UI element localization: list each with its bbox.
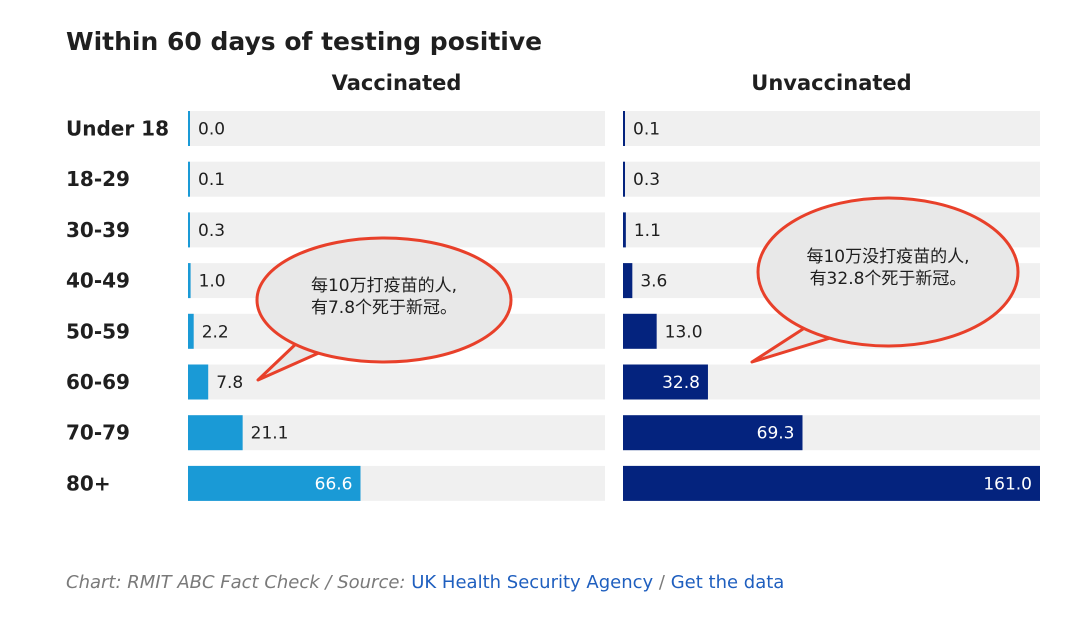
bar: [623, 313, 657, 349]
data-label: 1.1: [634, 221, 661, 241]
background-bar: [623, 161, 1040, 197]
data-label: 0.1: [633, 120, 660, 140]
bar: [623, 465, 1040, 501]
bar: [188, 465, 361, 501]
bar: [623, 212, 626, 248]
data-label: 1.0: [199, 272, 226, 292]
source-link[interactable]: UK Health Security Agency: [411, 572, 654, 593]
bubble-text: 每10万打疫苗的人,: [311, 276, 457, 296]
data-label: 0.0: [198, 120, 225, 140]
background-bar: [188, 415, 605, 451]
background-bar: [188, 111, 605, 146]
category-label: 30-39: [66, 218, 130, 242]
bubble-body: [756, 196, 1020, 348]
data-label: 13.0: [665, 322, 703, 342]
data-label: 32.8: [662, 373, 700, 393]
data-label: 7.8: [216, 373, 243, 393]
category-label: 60-69: [66, 370, 130, 394]
category-label: 18-29: [66, 167, 130, 191]
category-label: Under 18: [66, 117, 169, 141]
bubble-seam: [820, 313, 850, 332]
bar: [623, 364, 708, 400]
category-label: 40-49: [66, 269, 130, 293]
background-bar: [188, 364, 605, 400]
bar: [623, 161, 625, 197]
category-label: 80+: [66, 471, 111, 495]
bar: [188, 415, 243, 451]
bar: [188, 364, 209, 400]
chart-title: Within 60 days of testing positive: [66, 27, 542, 56]
bar: [188, 313, 194, 349]
bubble-body: [255, 236, 513, 364]
data-label: 21.1: [251, 424, 289, 444]
bubble-text: 有32.8个死于新冠。: [810, 269, 967, 289]
background-bar: [188, 161, 605, 197]
category-label: 50-59: [66, 319, 130, 343]
speech-bubble: 每10万打疫苗的人,有7.8个死于新冠。: [255, 236, 513, 382]
footer-separator: /: [658, 572, 665, 593]
bar: [188, 263, 191, 299]
bubble-text: 有7.8个死于新冠。: [311, 298, 457, 318]
bar: [188, 161, 190, 197]
bar: [188, 111, 190, 146]
data-label: 3.6: [640, 272, 667, 292]
bar: [188, 212, 190, 248]
speech-bubble: 每10万没打疫苗的人,有32.8个死于新冠。: [750, 196, 1020, 364]
panel-title: Unvaccinated: [751, 71, 911, 95]
background-bar: [623, 111, 1040, 146]
data-label: 161.0: [983, 474, 1032, 494]
data-label: 66.6: [315, 474, 353, 494]
data-label: 69.3: [757, 424, 795, 444]
data-label: 2.2: [202, 322, 229, 342]
footer-credit: Chart: RMIT ABC Fact Check / Source:: [66, 572, 406, 593]
bubble-text: 每10万没打疫苗的人,: [806, 247, 969, 267]
bar: [623, 263, 633, 299]
data-label: 0.3: [633, 170, 660, 190]
category-label: 70-79: [66, 421, 130, 445]
panel-title: Vaccinated: [332, 71, 462, 95]
footer: Chart: RMIT ABC Fact Check / Source: UK …: [66, 572, 784, 593]
data-label: 0.3: [198, 221, 225, 241]
bubble-seam: [300, 332, 330, 348]
bar: [623, 111, 625, 146]
data-label: 0.1: [198, 170, 225, 190]
get-data-link[interactable]: Get the data: [670, 572, 785, 593]
bar: [623, 415, 803, 451]
